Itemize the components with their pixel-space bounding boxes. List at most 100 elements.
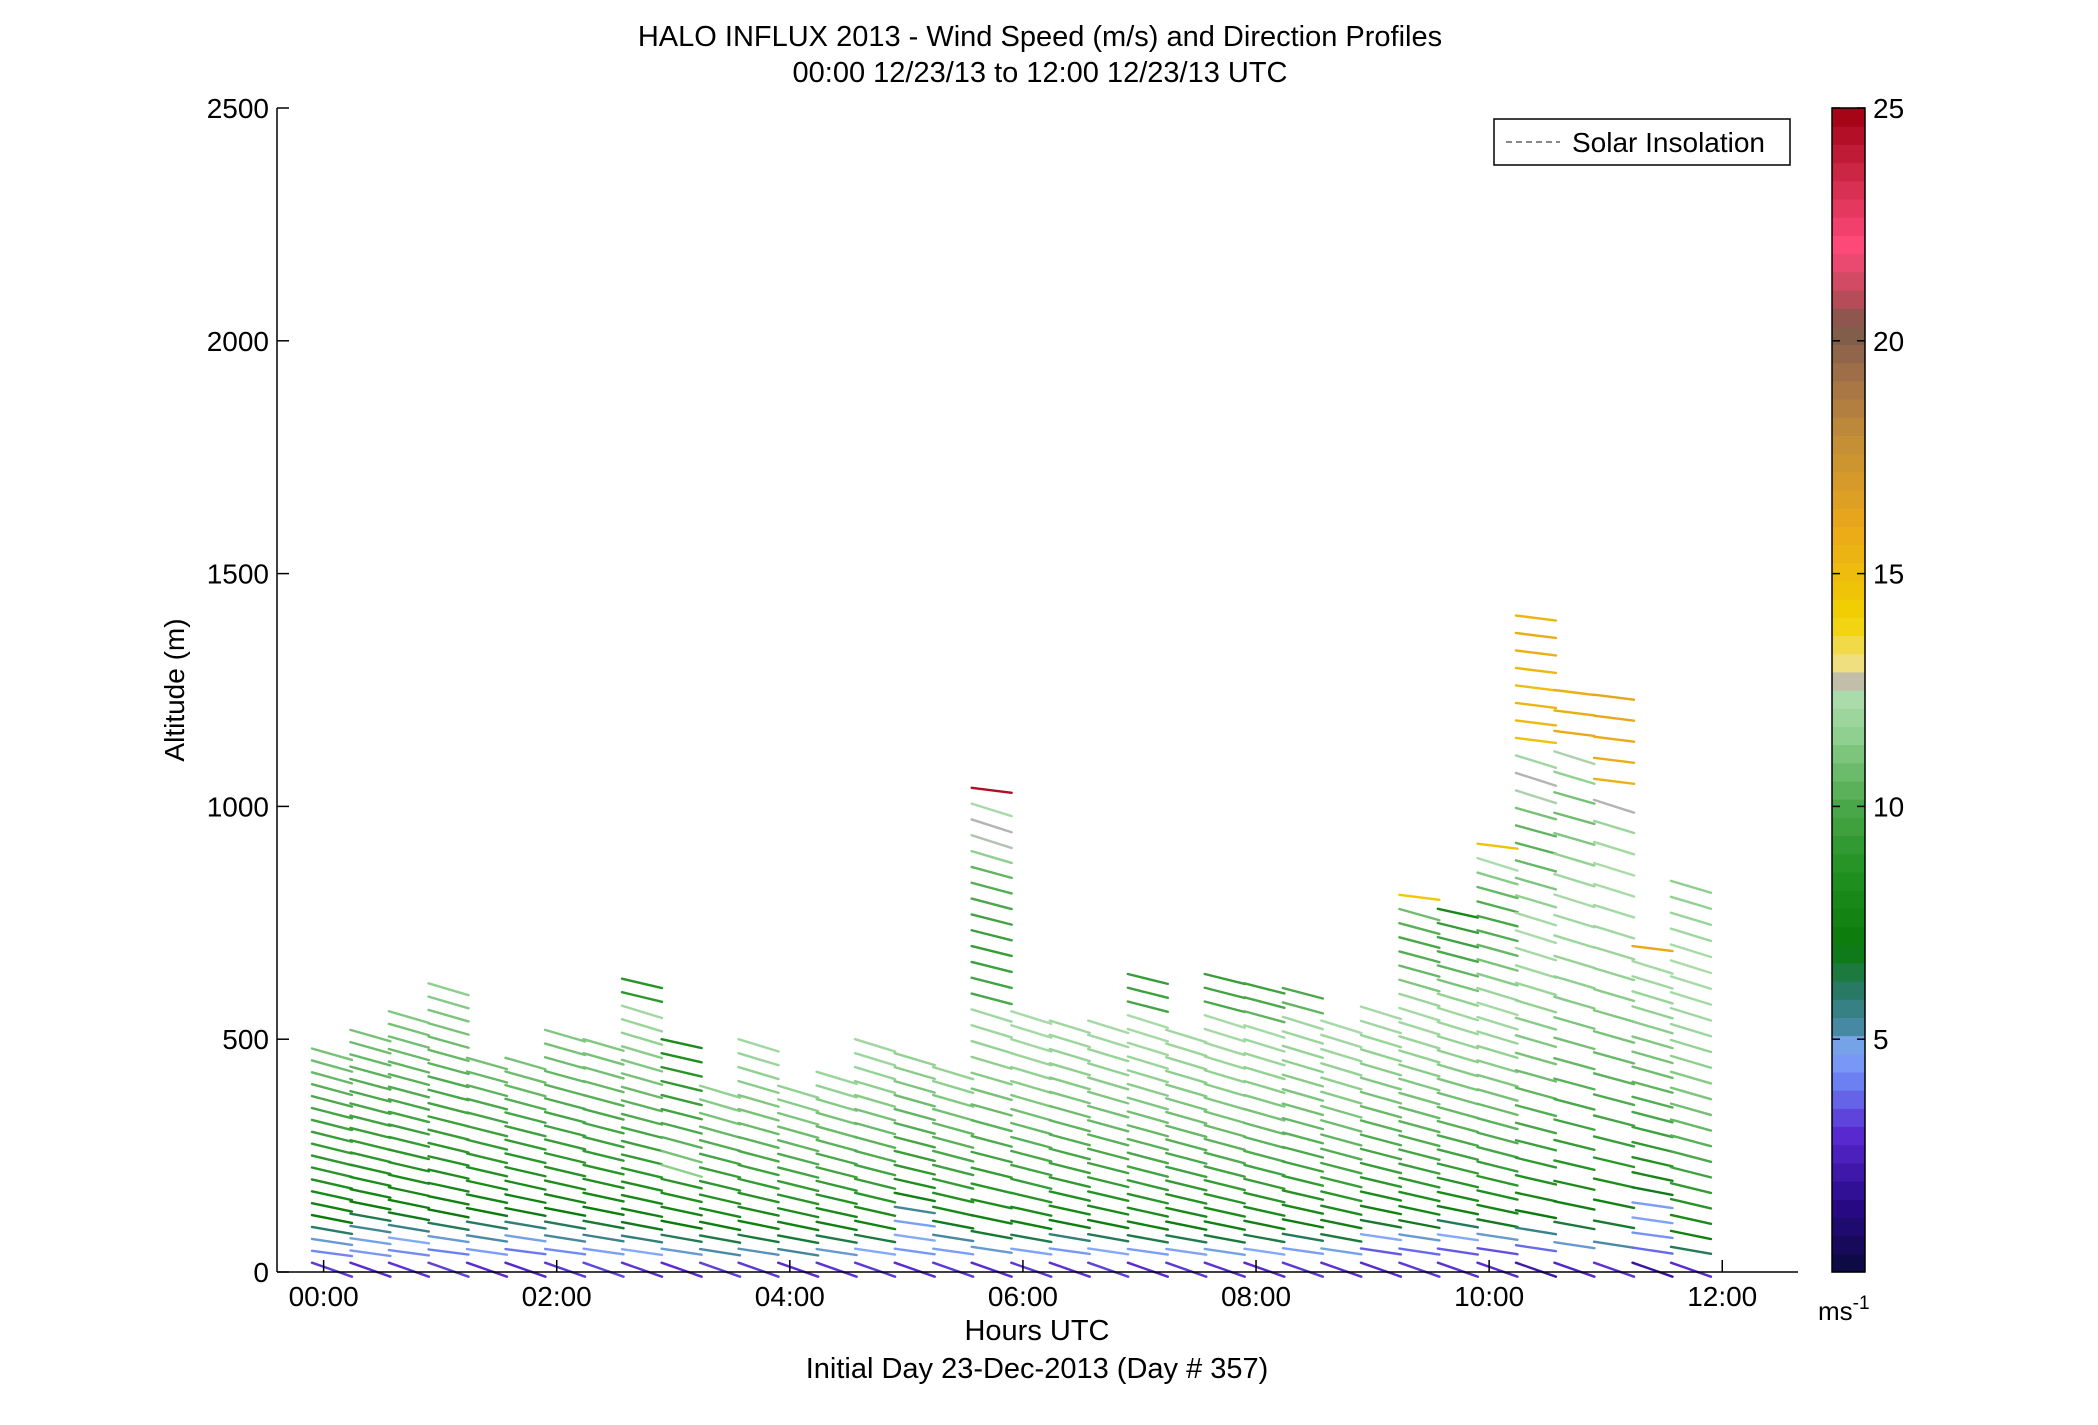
wind-barb	[504, 1193, 547, 1204]
wind-barb	[1048, 1218, 1091, 1230]
wind-barb	[465, 1206, 509, 1218]
wind-barb	[1669, 1134, 1713, 1148]
wind-barb	[1320, 1033, 1363, 1049]
wind-barb	[1553, 1138, 1596, 1152]
wind-barb	[1010, 1024, 1053, 1039]
wind-barb	[543, 1165, 587, 1178]
wind-barb	[1203, 1027, 1246, 1043]
wind-barb	[310, 1237, 354, 1247]
wind-barb	[1048, 1047, 1091, 1063]
wind-barb	[349, 1212, 392, 1223]
wind-barb	[970, 944, 1013, 958]
wind-barb	[1320, 1176, 1363, 1189]
wind-barb	[387, 1148, 431, 1161]
colorbar-swatch	[1832, 180, 1865, 200]
colorbar-frame	[1831, 107, 1866, 1273]
wind-barb	[1592, 1030, 1636, 1044]
wind-barb	[427, 1208, 470, 1219]
wind-barb	[1359, 1176, 1403, 1189]
wind-barb	[1436, 1190, 1480, 1202]
wind-barb	[970, 1213, 1013, 1225]
wind-barb	[893, 1149, 936, 1163]
colorbar-swatch	[1832, 108, 1865, 127]
wind-barb	[1281, 1102, 1325, 1117]
wind-barb	[1398, 950, 1441, 964]
wind-barb	[1514, 1086, 1558, 1100]
wind-barb	[1086, 1247, 1130, 1256]
colorbar-swatch	[1832, 1126, 1865, 1146]
wind-barb	[1398, 1120, 1441, 1134]
wind-barb	[1320, 1190, 1363, 1203]
wind-barb	[1553, 688, 1596, 697]
wind-barb	[1514, 1016, 1558, 1031]
wind-barb	[1203, 1014, 1246, 1029]
wind-barb	[853, 1233, 897, 1244]
wind-barb	[310, 1142, 354, 1155]
wind-barb	[620, 1031, 664, 1046]
wind-barb	[1165, 1220, 1208, 1231]
colorbar-swatch	[1832, 871, 1865, 891]
wind-barb	[1476, 1044, 1519, 1060]
wind-barb	[1553, 1159, 1596, 1172]
wind-barb	[1086, 1190, 1130, 1203]
colorbar-swatch	[1832, 526, 1865, 546]
colorbar-tick-label: 25	[1873, 93, 1904, 124]
wind-barb	[660, 1093, 703, 1107]
wind-barb	[1514, 614, 1558, 622]
wind-barb	[893, 1121, 936, 1135]
wind-barb	[893, 1079, 936, 1094]
wind-barb	[1669, 911, 1713, 927]
wind-barb	[1281, 1116, 1325, 1131]
wind-barb	[1398, 1247, 1441, 1256]
wind-barb	[310, 1201, 354, 1213]
wind-barb	[582, 1247, 625, 1256]
colorbar-swatch	[1832, 253, 1865, 273]
wind-barb	[1436, 1176, 1480, 1189]
wind-barb	[1436, 1261, 1480, 1278]
wind-barb	[1553, 913, 1596, 929]
wind-barb	[970, 1198, 1013, 1210]
wind-barb	[1086, 1218, 1130, 1230]
wind-barb	[1281, 1073, 1325, 1088]
wind-barb	[970, 881, 1013, 895]
wind-barb	[1514, 719, 1558, 727]
x-axis-label-secondary: Initial Day 23-Dec-2013 (Day # 357)	[806, 1353, 1269, 1385]
colorbar-swatch	[1832, 799, 1865, 818]
wind-barb	[815, 1166, 858, 1179]
colorbar-swatch	[1832, 853, 1865, 873]
wind-barb	[1669, 927, 1713, 943]
colorbar-swatch	[1832, 944, 1865, 964]
wind-barb	[427, 982, 470, 997]
wind-barb	[465, 1070, 509, 1084]
wind-barb	[1436, 1219, 1480, 1229]
wind-barb	[1476, 1203, 1519, 1215]
wind-barb	[543, 1124, 587, 1138]
colorbar-swatch	[1832, 1108, 1865, 1128]
wind-barb	[1048, 1133, 1091, 1147]
wind-barb	[349, 1200, 392, 1211]
wind-barb	[1243, 982, 1286, 995]
wind-barb	[1592, 1198, 1636, 1210]
wind-barb	[1553, 1097, 1596, 1111]
colorbar-ticks: 5 10 15 20 25	[1832, 93, 1904, 1055]
wind-barb	[1592, 1156, 1636, 1169]
wind-barb	[1010, 1233, 1053, 1244]
wind-barb	[427, 1115, 470, 1128]
wind-barb	[349, 1077, 392, 1091]
wind-barb	[1281, 1247, 1325, 1256]
wind-barb	[1010, 1121, 1053, 1136]
wind-barb	[582, 1233, 625, 1243]
wind-barb	[776, 1234, 820, 1245]
wind-barb	[1243, 1093, 1286, 1108]
wind-barb	[582, 1037, 625, 1052]
colorbar-unit-base: ms	[1818, 1296, 1853, 1326]
wind-barb	[543, 1110, 587, 1124]
wind-barb	[543, 1056, 587, 1070]
wind-barb	[1086, 1119, 1130, 1133]
colorbar-swatch	[1832, 780, 1865, 800]
wind-barb	[1553, 872, 1596, 888]
wind-barb	[1281, 1059, 1325, 1074]
wind-barb	[660, 1121, 703, 1135]
wind-barb	[660, 1191, 703, 1204]
wind-barb	[1553, 1261, 1596, 1278]
